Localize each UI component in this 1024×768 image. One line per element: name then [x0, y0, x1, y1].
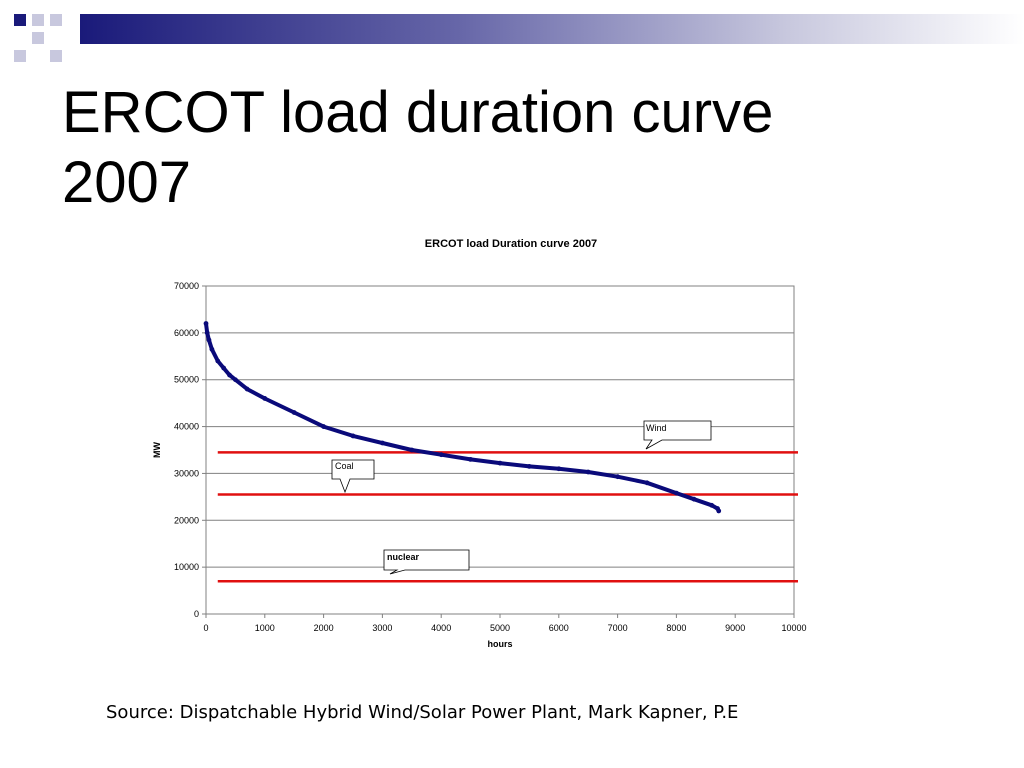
load-point: [615, 474, 620, 480]
load-point: [233, 377, 238, 383]
load-point: [380, 440, 385, 446]
load-point: [262, 396, 268, 401]
y-tick-label: 40000: [174, 422, 199, 432]
x-tick-label: 2000: [314, 623, 334, 633]
y-tick-label: 10000: [174, 562, 199, 572]
load-point: [468, 456, 473, 462]
callout-wind-label: Wind: [646, 423, 667, 433]
x-tick-label: 4000: [431, 623, 451, 633]
load-point: [691, 496, 697, 502]
load-point: [674, 490, 679, 496]
load-point: [556, 466, 562, 472]
load-point: [644, 480, 650, 486]
x-tick-label: 9000: [725, 623, 745, 633]
load-point: [244, 386, 250, 392]
y-tick-label: 70000: [174, 281, 199, 291]
load-point: [209, 346, 215, 352]
load-point: [203, 321, 209, 326]
y-axis-ticks: 0 10000 20000 30000 40000 50000 60000 70000: [174, 281, 206, 619]
load-point: [716, 508, 722, 514]
x-tick-label: 7000: [608, 623, 628, 633]
load-point: [497, 460, 503, 466]
y-axis-label: MW: [152, 442, 162, 458]
callout-nuclear: nuclear: [383, 549, 470, 575]
slide-title: ERCOT load duration curve 2007: [62, 78, 962, 218]
load-point: [585, 469, 591, 475]
load-point: [350, 433, 356, 439]
load-point: [409, 447, 415, 453]
callout-nuclear-label: nuclear: [387, 552, 420, 562]
y-tick-label: 60000: [174, 328, 199, 338]
load-point: [204, 330, 210, 336]
reference-lines: [217, 451, 798, 583]
load-point: [438, 452, 444, 458]
header-bar: [80, 14, 1024, 44]
load-point: [206, 337, 212, 343]
plot-area: [205, 285, 795, 615]
callout-wind: Wind: [643, 420, 712, 450]
callout-coal: Coal: [331, 459, 375, 494]
chart-title: ERCOT load Duration curve 2007: [425, 238, 597, 250]
load-point: [215, 358, 221, 364]
load-point: [709, 502, 715, 508]
x-tick-label: 3000: [372, 623, 392, 633]
x-tick-label: 0: [203, 623, 208, 633]
x-tick-label: 6000: [549, 623, 569, 633]
y-tick-label: 0: [194, 609, 199, 619]
load-curve-line: [204, 321, 721, 513]
series-load-curve: [203, 321, 722, 514]
load-point: [221, 365, 227, 371]
x-tick-label: 1000: [255, 623, 275, 633]
load-point: [291, 410, 297, 415]
slide-title-line2: 2007: [62, 150, 192, 215]
source-note: Source: Dispatchable Hybrid Wind/Solar P…: [106, 702, 739, 723]
corner-decoration: [14, 14, 62, 62]
y-tick-label: 30000: [174, 468, 199, 478]
x-tick-label: 8000: [666, 623, 686, 633]
x-tick-label: 10000: [781, 623, 806, 633]
x-axis-ticks: 0 1000 2000 3000 4000 5000 6000 7000 8000 9000 100…: [203, 614, 807, 633]
x-axis-label: hours: [487, 639, 512, 649]
callout-coal-label: Coal: [335, 461, 354, 471]
load-point: [321, 424, 326, 429]
x-tick-label: 5000: [490, 623, 510, 633]
load-point: [527, 464, 532, 469]
slide-title-line1: ERCOT load duration curve: [62, 80, 774, 145]
load-point: [227, 372, 232, 378]
y-tick-label: 50000: [174, 375, 199, 385]
y-tick-label: 20000: [174, 515, 199, 525]
